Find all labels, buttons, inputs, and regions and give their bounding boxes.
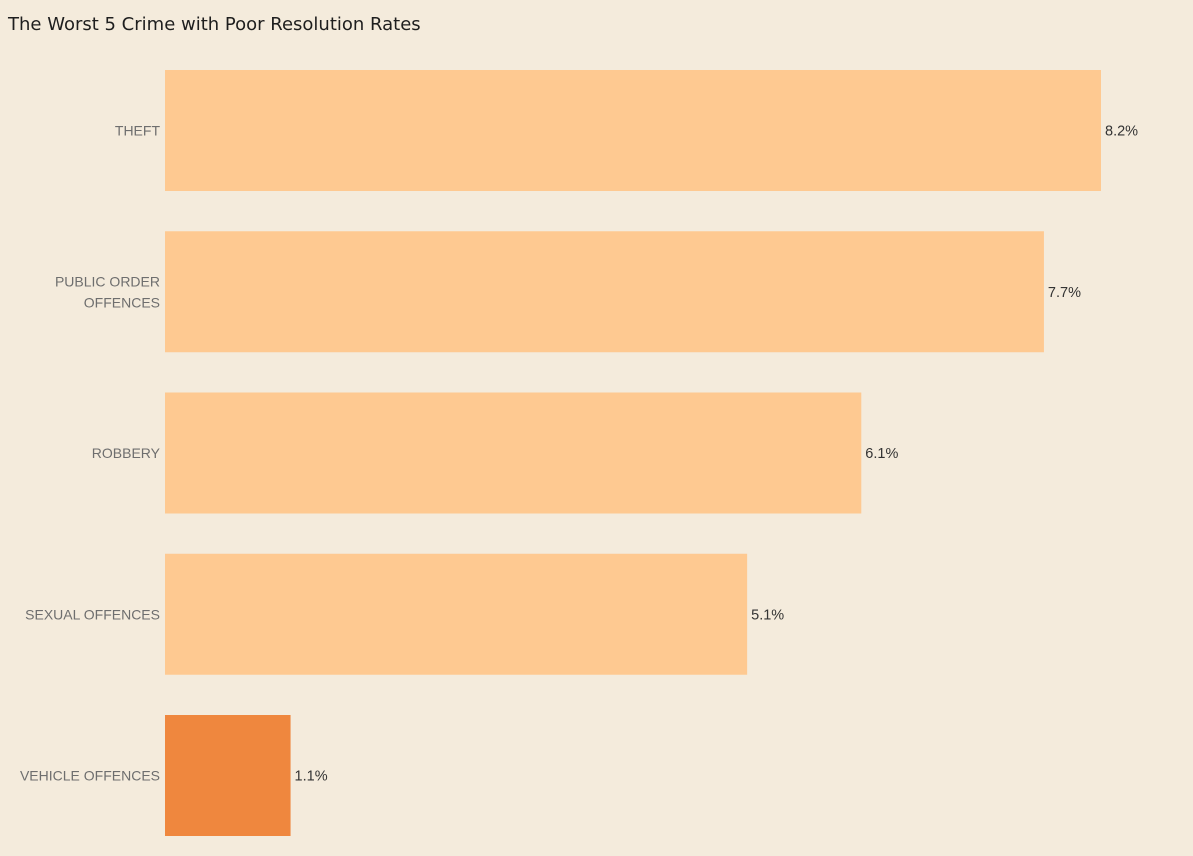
category-label: VEHICLE OFFENCES bbox=[20, 768, 160, 784]
bar-sexual-offences bbox=[165, 553, 748, 675]
value-label: 5.1% bbox=[751, 607, 784, 623]
bar-theft bbox=[165, 70, 1101, 191]
value-label: 1.1% bbox=[295, 769, 328, 785]
category-label: PUBLIC ORDER OFFENCES bbox=[55, 273, 160, 310]
category-label: SEXUAL OFFENCES bbox=[25, 606, 160, 622]
value-label: 8.2% bbox=[1105, 124, 1138, 140]
value-label: 6.1% bbox=[865, 446, 898, 462]
bar-robbery bbox=[165, 392, 862, 514]
category-label: ROBBERY bbox=[92, 445, 161, 461]
chart-title: The Worst 5 Crime with Poor Resolution R… bbox=[8, 14, 421, 35]
category-label: THEFT bbox=[115, 123, 161, 139]
bar-public-order-offences bbox=[165, 231, 1044, 353]
value-label: 7.7% bbox=[1048, 285, 1081, 301]
bar-vehicle-offences bbox=[165, 715, 291, 836]
